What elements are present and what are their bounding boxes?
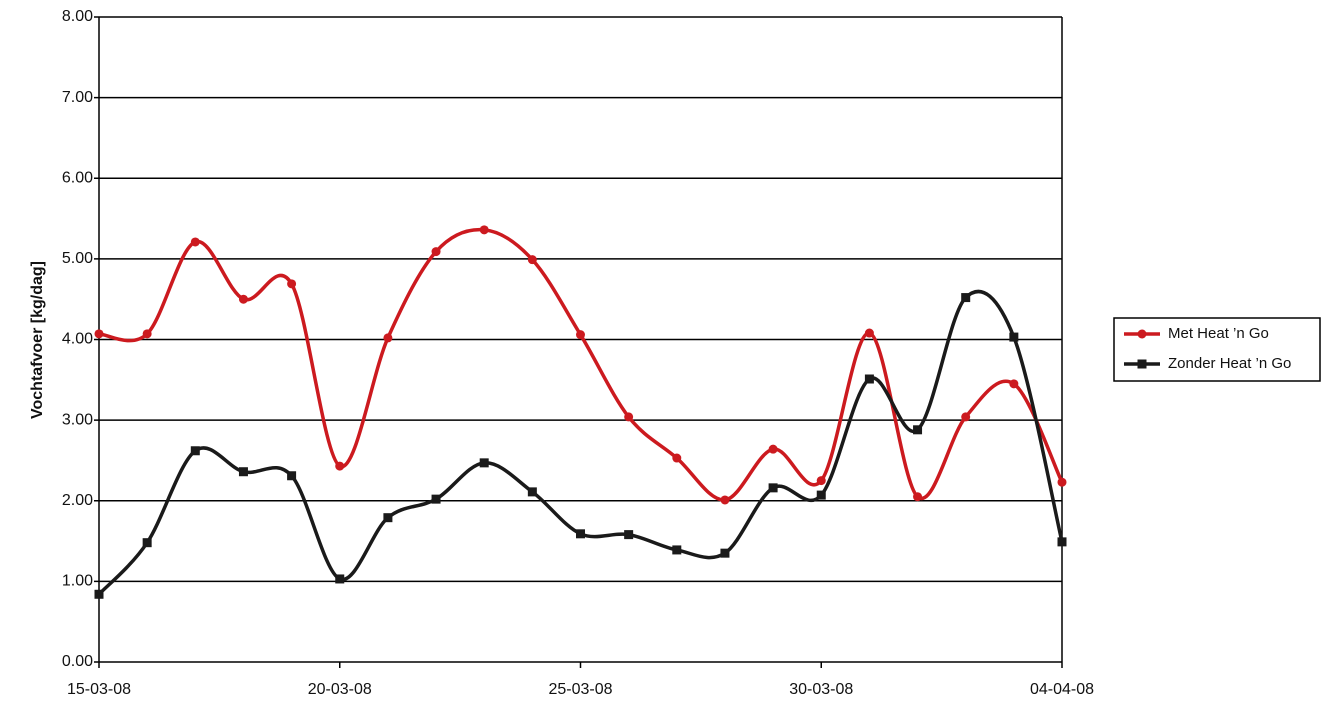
marker xyxy=(913,492,923,502)
x-tick-label: 20-03-08 xyxy=(308,681,372,698)
marker xyxy=(238,467,248,477)
marker xyxy=(768,483,778,493)
x-tick-label: 25-03-08 xyxy=(548,681,612,698)
marker xyxy=(142,329,152,339)
marker xyxy=(720,548,730,558)
y-tick-label: 0.00 xyxy=(62,653,93,670)
marker xyxy=(1057,477,1067,487)
marker xyxy=(287,279,297,289)
marker xyxy=(431,494,441,504)
marker xyxy=(576,330,585,340)
marker xyxy=(383,333,393,343)
marker xyxy=(479,458,489,468)
marker xyxy=(768,444,778,454)
marker xyxy=(816,476,826,486)
marker xyxy=(1057,537,1067,547)
marker xyxy=(287,471,297,481)
marker xyxy=(238,294,248,304)
marker xyxy=(335,574,345,584)
marker xyxy=(672,545,682,555)
legend-label: Met Heat ’n Go xyxy=(1168,325,1269,342)
marker xyxy=(624,530,634,540)
marker xyxy=(94,329,104,339)
marker xyxy=(816,490,826,500)
marker xyxy=(527,255,537,265)
marker xyxy=(94,589,104,599)
marker xyxy=(1137,329,1147,339)
x-tick-label: 04-04-08 xyxy=(1030,681,1094,698)
marker xyxy=(190,237,200,247)
marker xyxy=(335,461,345,471)
marker xyxy=(190,446,200,456)
marker xyxy=(913,425,923,435)
marker xyxy=(576,529,585,539)
y-tick-label: 6.00 xyxy=(62,169,93,186)
y-tick-label: 7.00 xyxy=(62,89,93,106)
marker xyxy=(431,247,441,257)
series-line xyxy=(98,227,1064,502)
marker xyxy=(1009,332,1019,342)
series-line xyxy=(97,289,1064,596)
marker xyxy=(961,412,971,422)
marker xyxy=(672,453,682,463)
legend-label: Zonder Heat ’n Go xyxy=(1168,355,1291,372)
marker xyxy=(864,328,874,338)
marker xyxy=(1009,379,1019,389)
y-tick-label: 3.00 xyxy=(62,411,93,428)
y-tick-label: 2.00 xyxy=(62,492,93,509)
legend-box xyxy=(1113,317,1321,382)
y-tick-label: 4.00 xyxy=(62,331,93,348)
y-tick-label: 5.00 xyxy=(62,250,93,267)
y-tick-label: 1.00 xyxy=(62,573,93,590)
marker xyxy=(624,412,634,422)
marker xyxy=(1137,359,1147,369)
y-axis-label: Vochtafvoer [kg/dag] xyxy=(29,261,46,419)
marker xyxy=(479,225,489,235)
y-tick-label: 8.00 xyxy=(62,8,93,25)
marker xyxy=(720,495,730,505)
marker xyxy=(864,374,874,384)
x-tick-label: 15-03-08 xyxy=(67,681,131,698)
marker xyxy=(527,487,537,497)
marker xyxy=(142,538,152,548)
marker xyxy=(383,513,393,523)
marker xyxy=(961,293,971,303)
x-tick-label: 30-03-08 xyxy=(789,681,853,698)
